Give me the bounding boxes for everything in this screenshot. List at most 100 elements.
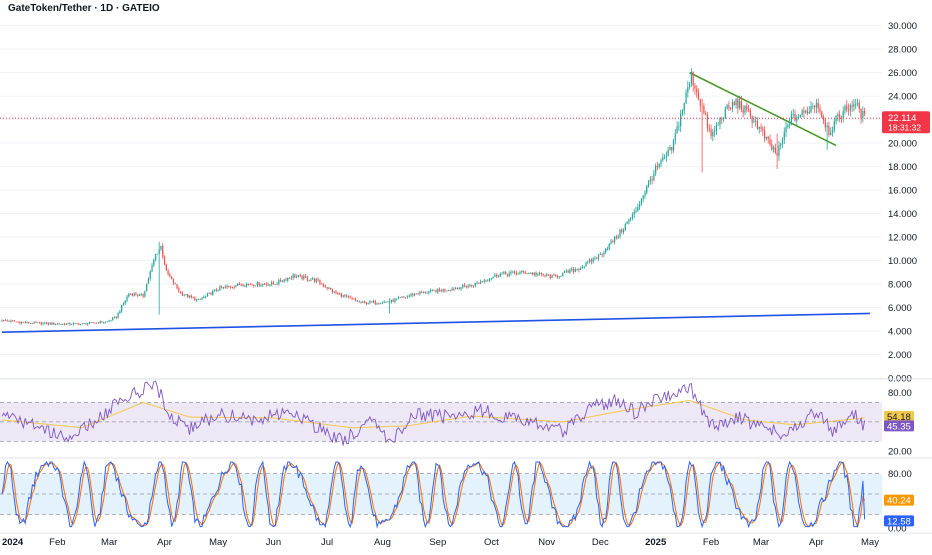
candle-body [242,285,244,286]
candle-body [135,293,137,296]
time-axis-tick: Nov [538,537,555,548]
candle-body [121,305,123,312]
candle-body [356,300,359,302]
candle-body [94,323,96,324]
candle-body [381,302,384,304]
time-axis-tick: Feb [49,537,65,548]
candle-body [833,121,835,131]
candle-body [426,292,428,294]
candle-body [844,106,846,112]
candle-body [562,272,564,277]
price-axis-tick: 10.000 [888,256,917,267]
candle-body [342,294,344,297]
candle-body [147,278,150,284]
candle-body [771,144,773,150]
candle-body [713,131,716,132]
candle-body [210,292,212,295]
candle-body [537,274,539,276]
candle-body [767,136,769,139]
candle-body [721,118,723,120]
candle-body [580,268,582,270]
candle-body [306,277,309,281]
candle-body [762,128,764,131]
candle-body [6,320,8,322]
candle-body [796,117,798,121]
candle-body [76,323,78,325]
candle-body [392,299,394,302]
candle-body [467,286,469,288]
candle-body [49,323,51,325]
candle-body [190,295,192,298]
candle-body [730,107,732,109]
candle-body [612,241,614,243]
candle-body [485,280,487,282]
candle-body [596,258,598,260]
candle-body [346,295,348,297]
candle-body [674,133,676,140]
candle-body [417,293,419,295]
candle-body [12,320,14,322]
candle-body [303,276,305,280]
candle-body [383,301,385,303]
candle-body [390,299,392,302]
candle-body [33,322,35,324]
candle-body [296,276,298,278]
candle-body [215,289,217,291]
candle-body [499,274,501,277]
candle-body [331,289,334,292]
candle-body [526,273,528,275]
candle-body [229,286,232,288]
candle-body [154,254,157,260]
candle-body [246,283,248,286]
candle-body [81,323,83,325]
price-axis-tick: 6.000 [888,303,912,314]
time-axis-tick: Aug [374,537,391,548]
candle-body [480,281,482,284]
candle-body [206,293,209,296]
candle-body [333,291,335,293]
candle-body [297,275,300,277]
candle-body [97,322,100,324]
candle-body [405,296,407,298]
candle-body [165,264,167,271]
candle-body [137,295,139,296]
candle-body [92,322,94,324]
candle-body [621,229,623,232]
candle-body [10,320,12,322]
price-axis-tick: 12.000 [888,233,917,244]
stoch-d-badge [884,494,914,506]
candle-body [260,285,262,286]
candle-body [108,320,110,322]
candle-body [810,106,812,113]
candle-body [183,295,185,297]
rsi-axis-tick: 20.00 [888,447,912,458]
candle-body [751,116,753,123]
price-axis-tick: 16.000 [888,186,917,197]
candle-body [115,316,117,318]
candle-body [533,272,535,275]
candle-body [637,207,639,211]
time-axis-tick: Sep [429,537,446,548]
candle-body [380,303,382,305]
candle-body [153,259,155,266]
candle-body [801,110,803,116]
candle-body [681,110,684,114]
candle-body [344,294,346,297]
candle-body [497,276,500,278]
candle-body [46,322,48,325]
candle-body [355,299,357,301]
candle-body [226,286,228,288]
candle-body [369,301,371,304]
candle-body [699,99,701,106]
candle-body [385,301,387,303]
candle-body [613,236,616,243]
candle-body [256,282,259,286]
candle-body [265,284,267,285]
candle-body [15,321,17,323]
candle-body [212,290,214,295]
candle-body [449,290,451,291]
candle-body [571,268,573,271]
candle-body [240,285,242,286]
